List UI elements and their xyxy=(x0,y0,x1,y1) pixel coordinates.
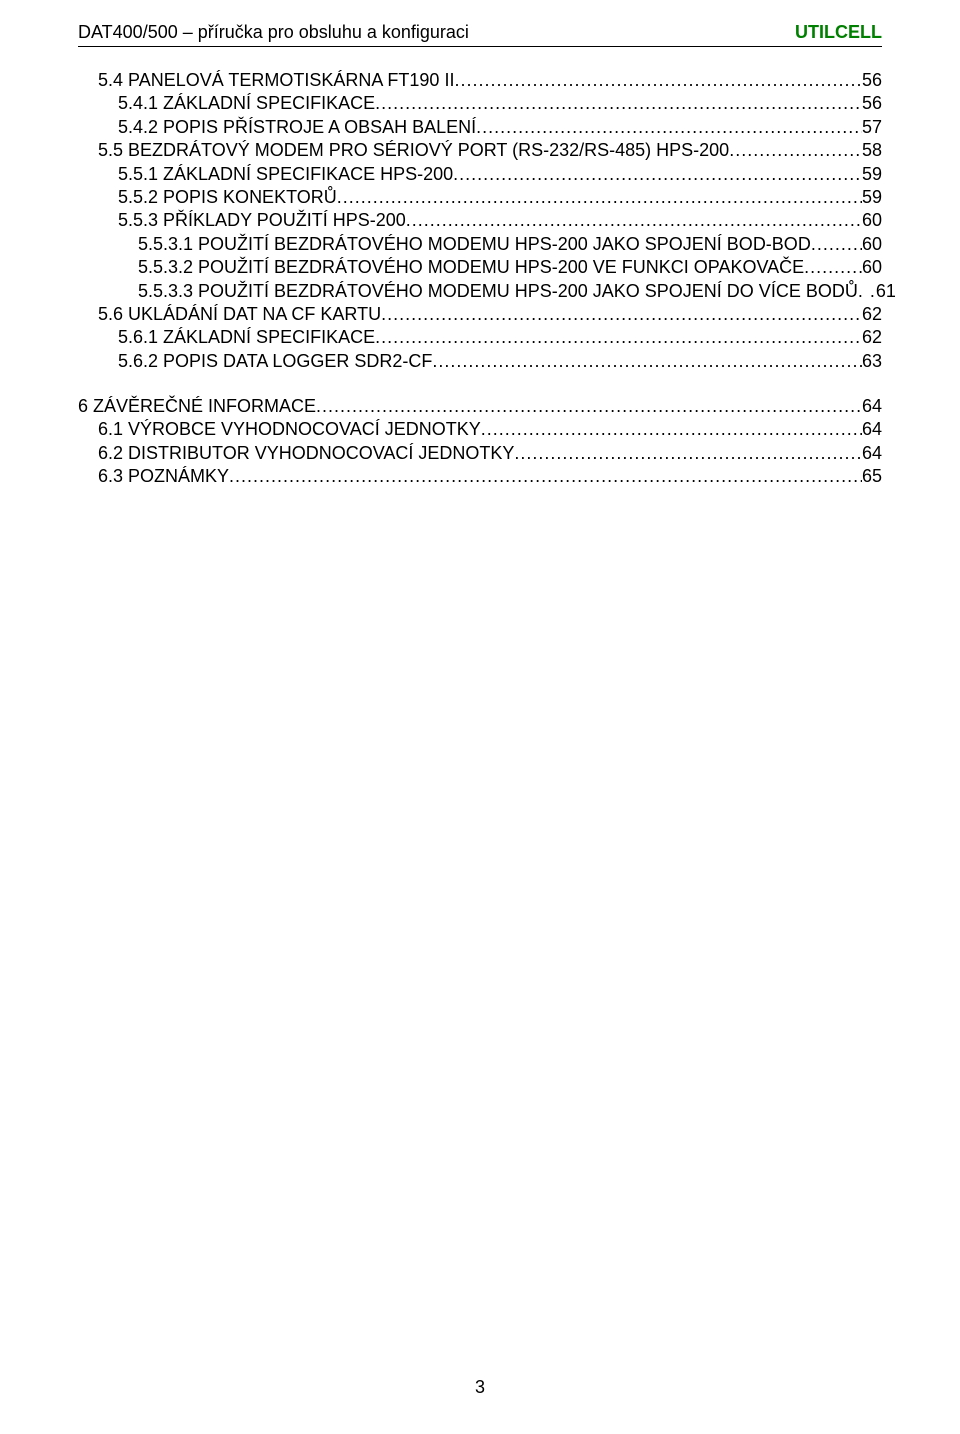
toc-label: 6.3 POZNÁMKY xyxy=(98,465,229,488)
toc-label: 5.5.3.3 POUŽITÍ BEZDRÁTOVÉHO MODEMU HPS-… xyxy=(138,280,858,303)
toc-label: 5.6 UKLÁDÁNÍ DAT NA CF KARTU xyxy=(98,303,381,326)
toc-line: 6.3 POZNÁMKY 65 xyxy=(78,465,882,488)
toc-leader xyxy=(432,350,862,373)
toc-label: 5.4.1 ZÁKLADNÍ SPECIFIKACE xyxy=(118,92,375,115)
toc-label: 5.6.2 POPIS DATA LOGGER SDR2-CF xyxy=(118,350,432,373)
toc-line: 5.5.3.3 POUŽITÍ BEZDRÁTOVÉHO MODEMU HPS-… xyxy=(78,280,882,303)
toc-page: 64 xyxy=(862,442,882,465)
toc-label: 6.1 VÝROBCE VYHODNOCOVACÍ JEDNOTKY xyxy=(98,418,481,441)
toc-line: 5.5.1 ZÁKLADNÍ SPECIFIKACE HPS-200 59 xyxy=(78,163,882,186)
toc-page: 61 xyxy=(876,280,896,303)
toc-line: 5.6.2 POPIS DATA LOGGER SDR2-CF 63 xyxy=(78,350,882,373)
toc-line: 5.5 BEZDRÁTOVÝ MODEM PRO SÉRIOVÝ PORT (R… xyxy=(78,139,882,162)
toc-line: 5.4.1 ZÁKLADNÍ SPECIFIKACE 56 xyxy=(78,92,882,115)
toc-line: 6.2 DISTRIBUTOR VYHODNOCOVACÍ JEDNOTKY 64 xyxy=(78,442,882,465)
toc-line: 5.4 PANELOVÁ TERMOTISKÁRNA FT190 II 56 xyxy=(78,69,882,92)
toc-label: 5.5.3.2 POUŽITÍ BEZDRÁTOVÉHO MODEMU HPS-… xyxy=(138,256,804,279)
toc-leader xyxy=(453,163,862,186)
toc-line: 5.5.3.1 POUŽITÍ BEZDRÁTOVÉHO MODEMU HPS-… xyxy=(78,233,882,256)
header-rule xyxy=(78,46,882,47)
page: DAT400/500 – příručka pro obsluhu a konf… xyxy=(0,0,960,1434)
toc-page: 56 xyxy=(862,69,882,92)
toc-leader xyxy=(375,92,862,115)
toc-line: 5.6 UKLÁDÁNÍ DAT NA CF KARTU 62 xyxy=(78,303,882,326)
page-number: 3 xyxy=(0,1377,960,1398)
toc-line: 5.5.3.2 POUŽITÍ BEZDRÁTOVÉHO MODEMU HPS-… xyxy=(78,256,882,279)
toc-page: 62 xyxy=(862,326,882,349)
toc-page: 60 xyxy=(862,209,882,232)
toc-leader xyxy=(229,465,862,488)
toc-leader xyxy=(476,116,862,139)
toc-leader xyxy=(804,256,862,279)
toc-page: 57 xyxy=(862,116,882,139)
table-of-contents: 5.4 PANELOVÁ TERMOTISKÁRNA FT190 II565.4… xyxy=(78,69,882,489)
toc-leader xyxy=(811,233,862,256)
toc-section-gap xyxy=(78,373,882,395)
toc-page: 59 xyxy=(862,186,882,209)
toc-page: 56 xyxy=(862,92,882,115)
toc-page: 58 xyxy=(862,139,882,162)
toc-leader xyxy=(337,186,862,209)
toc-leader xyxy=(481,418,862,441)
toc-page: 64 xyxy=(862,395,882,418)
toc-label: 5.4 PANELOVÁ TERMOTISKÁRNA FT190 II xyxy=(98,69,454,92)
header-brand: UTILCELL xyxy=(795,22,882,43)
toc-page: 60 xyxy=(862,256,882,279)
header-title: DAT400/500 – příručka pro obsluhu a konf… xyxy=(78,22,469,43)
toc-label: 5.5.3 PŘÍKLADY POUŽITÍ HPS-200 xyxy=(118,209,406,232)
toc-page: 59 xyxy=(862,163,882,186)
toc-page: 62 xyxy=(862,303,882,326)
toc-label: 5.4.2 POPIS PŘÍSTROJE A OBSAH BALENÍ xyxy=(118,116,476,139)
toc-label: 6 ZÁVĚREČNÉ INFORMACE xyxy=(78,395,316,418)
toc-leader xyxy=(514,442,862,465)
toc-leader xyxy=(406,209,862,232)
toc-line: 5.6.1 ZÁKLADNÍ SPECIFIKACE 62 xyxy=(78,326,882,349)
toc-page: 63 xyxy=(862,350,882,373)
toc-label: 5.5.1 ZÁKLADNÍ SPECIFIKACE HPS-200 xyxy=(118,163,453,186)
toc-page: 64 xyxy=(862,418,882,441)
toc-leader xyxy=(375,326,862,349)
toc-leader xyxy=(858,280,876,303)
toc-line: 6 ZÁVĚREČNÉ INFORMACE 64 xyxy=(78,395,882,418)
toc-label: 6.2 DISTRIBUTOR VYHODNOCOVACÍ JEDNOTKY xyxy=(98,442,514,465)
toc-line: 5.5.3 PŘÍKLADY POUŽITÍ HPS-200 60 xyxy=(78,209,882,232)
toc-label: 5.6.1 ZÁKLADNÍ SPECIFIKACE xyxy=(118,326,375,349)
toc-line: 6.1 VÝROBCE VYHODNOCOVACÍ JEDNOTKY 64 xyxy=(78,418,882,441)
toc-leader xyxy=(729,139,862,162)
toc-line: 5.4.2 POPIS PŘÍSTROJE A OBSAH BALENÍ 57 xyxy=(78,116,882,139)
toc-leader xyxy=(381,303,862,326)
toc-leader xyxy=(454,69,862,92)
toc-line: 5.5.2 POPIS KONEKTORŮ 59 xyxy=(78,186,882,209)
toc-label: 5.5.3.1 POUŽITÍ BEZDRÁTOVÉHO MODEMU HPS-… xyxy=(138,233,811,256)
page-header: DAT400/500 – příručka pro obsluhu a konf… xyxy=(78,22,882,43)
toc-label: 5.5 BEZDRÁTOVÝ MODEM PRO SÉRIOVÝ PORT (R… xyxy=(98,139,729,162)
toc-leader xyxy=(316,395,862,418)
toc-page: 65 xyxy=(862,465,882,488)
toc-page: 60 xyxy=(862,233,882,256)
toc-label: 5.5.2 POPIS KONEKTORŮ xyxy=(118,186,337,209)
